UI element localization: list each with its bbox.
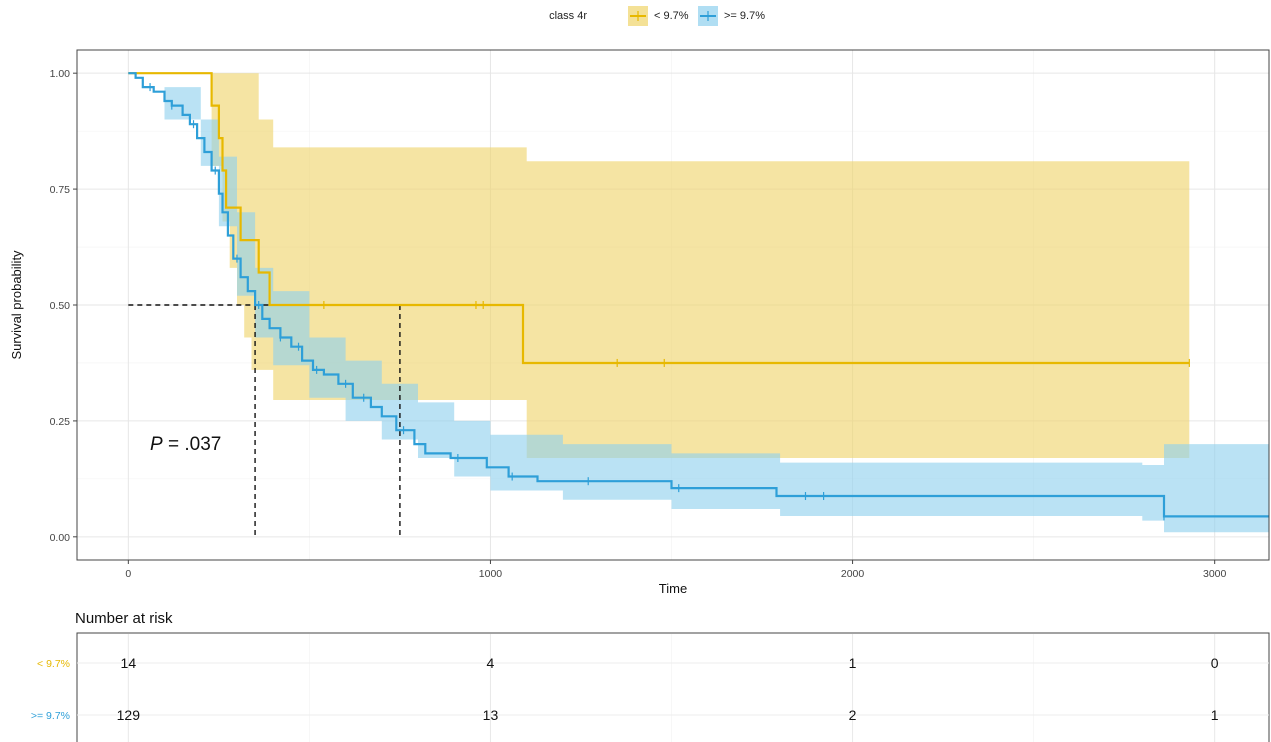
y-tick-label: 0.00	[50, 532, 71, 544]
x-tick-label: 3000	[1203, 568, 1227, 580]
p-value-number: = .037	[163, 434, 222, 455]
risk-value: 1	[1211, 707, 1219, 723]
risk-value: 129	[117, 707, 141, 723]
p-value-label: P	[150, 434, 163, 455]
y-tick-label: 0.25	[50, 416, 71, 428]
risk-table-border	[76, 632, 1270, 742]
y-tick-label: 1.00	[50, 68, 71, 80]
y-tick-label: 0.50	[50, 300, 71, 312]
plot-area: 0.00 0.25 0.50 0.75 1.00 0 1000 2000 3000 Time Sur…	[9, 49, 1270, 596]
x-axis-title: Time	[659, 581, 687, 596]
risk-value: 13	[483, 707, 499, 723]
p-value-annotation: P = .037	[150, 434, 221, 455]
legend-title: class 4r	[549, 10, 587, 22]
risk-value: 4	[487, 655, 495, 671]
legend: class 4r < 9.7% >= 9.7%	[549, 6, 765, 26]
risk-table: Number at risk < 9.7% 14 4 1 0 >= 9.7% 129 13 2 1	[31, 610, 1270, 742]
risk-value: 2	[849, 707, 857, 723]
y-axis-title: Survival probability	[9, 250, 24, 360]
risk-value: 0	[1211, 655, 1219, 671]
risk-table-title: Number at risk	[75, 610, 173, 627]
ci-band-1	[128, 73, 1269, 533]
series-line-1	[128, 72, 1269, 518]
x-tick-label: 0	[125, 568, 131, 580]
legend-label-1: >= 9.7%	[724, 10, 765, 22]
series-line-0	[128, 72, 1190, 365]
ci-band-0	[128, 73, 1190, 458]
risk-value: 14	[121, 655, 137, 671]
legend-label-0: < 9.7%	[654, 10, 689, 22]
risk-value: 1	[849, 655, 857, 671]
risk-row-label: < 9.7%	[37, 658, 70, 670]
x-tick-label: 1000	[479, 568, 503, 580]
risk-row-label: >= 9.7%	[31, 710, 70, 722]
y-tick-label: 0.75	[50, 184, 71, 196]
x-tick-label: 2000	[841, 568, 865, 580]
